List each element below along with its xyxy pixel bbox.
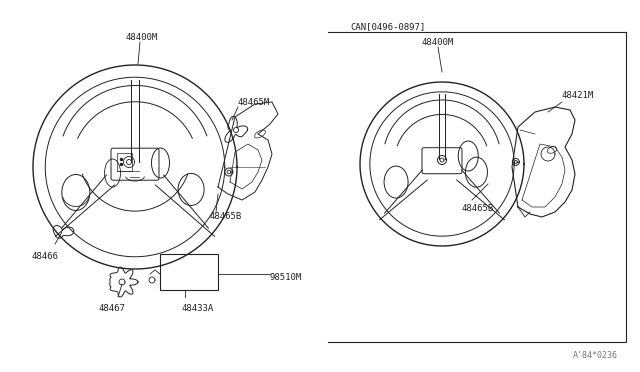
Text: A'84*0236: A'84*0236 bbox=[573, 351, 618, 360]
Text: 48400M: 48400M bbox=[126, 33, 158, 42]
Text: 48433A: 48433A bbox=[182, 304, 214, 313]
Bar bbox=[117, 153, 132, 171]
Text: 98510M: 98510M bbox=[270, 273, 302, 282]
Bar bbox=[160, 254, 218, 290]
Text: 48421M: 48421M bbox=[562, 91, 595, 100]
Text: 48467: 48467 bbox=[99, 304, 125, 313]
Text: 48466: 48466 bbox=[31, 252, 58, 261]
Text: 48400M: 48400M bbox=[422, 38, 454, 47]
Text: 48465M: 48465M bbox=[238, 98, 270, 107]
Text: CAN[0496-0897]: CAN[0496-0897] bbox=[350, 22, 425, 32]
Text: 48465B: 48465B bbox=[462, 204, 494, 213]
Text: 48465B: 48465B bbox=[210, 212, 243, 221]
